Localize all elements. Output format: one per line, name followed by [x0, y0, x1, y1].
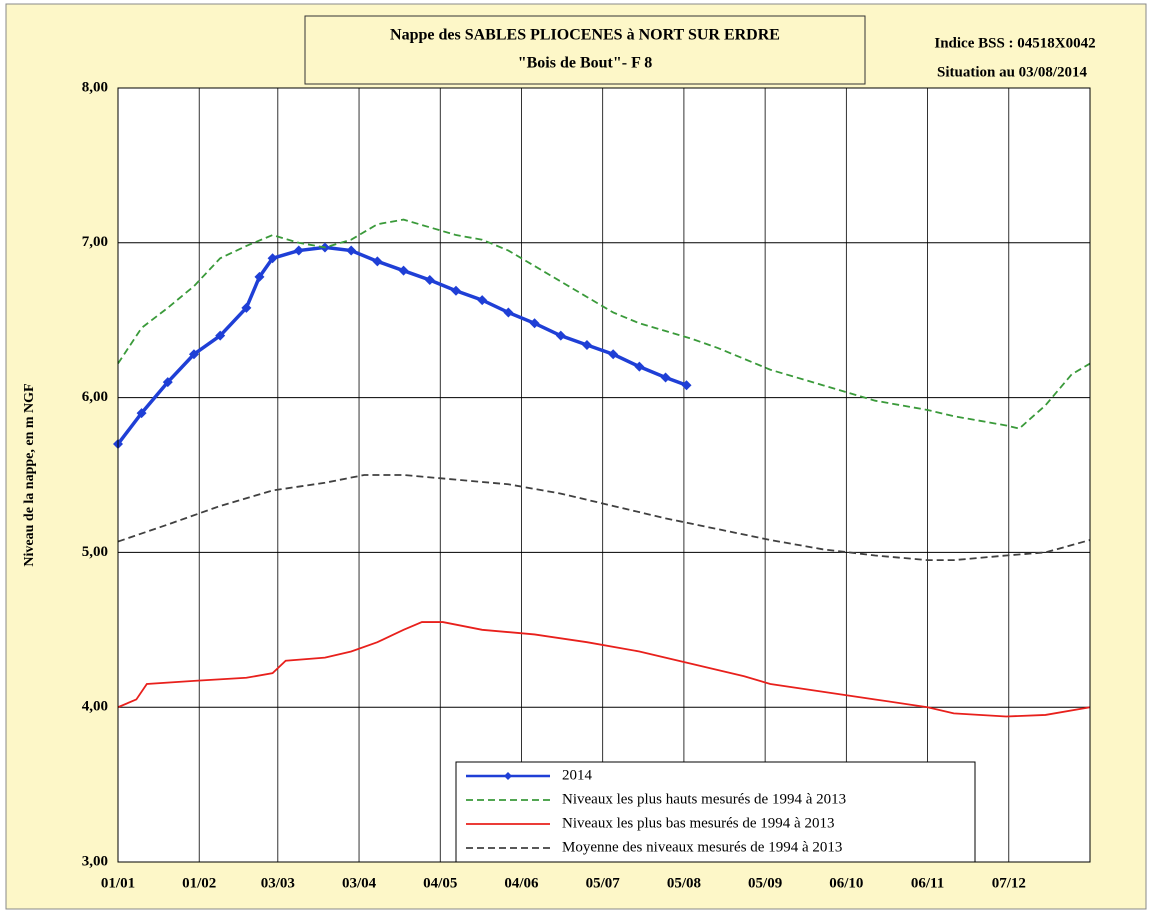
- x-tick-label: 06/11: [911, 875, 944, 891]
- annotation: Indice BSS : 04518X0042: [934, 35, 1095, 51]
- x-tick-label: 04/06: [504, 875, 539, 891]
- y-tick-label: 5,00: [82, 544, 108, 560]
- series-line: [117, 474, 1091, 562]
- y-tick-label: 8,00: [82, 79, 108, 95]
- x-tick-label: 05/08: [667, 875, 701, 891]
- marker: [503, 307, 514, 318]
- marker: [241, 302, 252, 313]
- legend-label: Niveaux les plus bas mesurés de 1994 à 2…: [562, 815, 834, 831]
- marker: [267, 253, 278, 264]
- legend-label: 2014: [562, 767, 593, 783]
- marker: [372, 256, 383, 267]
- x-tick-label: 01/01: [101, 875, 135, 891]
- x-tick-label: 03/04: [342, 875, 377, 891]
- marker: [660, 372, 671, 383]
- marker: [581, 339, 592, 350]
- legend: 2014 Niveaux les plus hauts mesurés de 19…: [455, 761, 976, 863]
- series-line: [117, 218, 1091, 430]
- marker: [608, 349, 619, 360]
- legend-marker: [504, 772, 512, 780]
- x-tick-label: 03/03: [261, 875, 295, 891]
- marker: [477, 295, 488, 306]
- series: [113, 218, 1091, 718]
- legend-label: Niveaux les plus hauts mesurés de 1994 à…: [562, 791, 846, 807]
- marker: [215, 330, 226, 341]
- legend-box: [455, 761, 976, 863]
- y-tick-label: 6,00: [82, 389, 108, 405]
- annotation: Situation au 03/08/2014: [937, 64, 1088, 80]
- y-axis-label: Niveau de la nappe, en m NGF: [22, 383, 37, 566]
- plot-area: [118, 88, 1090, 862]
- marker: [188, 349, 199, 360]
- marker: [681, 380, 692, 391]
- marker: [136, 408, 147, 419]
- marker: [450, 285, 461, 296]
- legend-label: Moyenne des niveaux mesurés de 1994 à 20…: [562, 839, 842, 855]
- series-line: [116, 245, 688, 446]
- x-tick-label: 06/10: [829, 875, 863, 891]
- chart-subtitle: "Bois de Bout"- F 8: [518, 55, 653, 72]
- series-line: [117, 621, 1091, 718]
- x-tick-label: 07/12: [992, 875, 1026, 891]
- x-tick-label: 05/09: [748, 875, 782, 891]
- marker: [424, 274, 435, 285]
- chart-title: Nappe des SABLES PLIOCENES à NORT SUR ER…: [390, 27, 780, 44]
- marker: [529, 318, 540, 329]
- marker: [293, 245, 304, 256]
- marker: [634, 361, 645, 372]
- y-tick-label: 4,00: [82, 699, 108, 715]
- marker: [254, 271, 265, 282]
- marker: [555, 330, 566, 341]
- y-tick-label: 7,00: [82, 234, 108, 250]
- marker: [346, 245, 357, 256]
- x-tick-label: 05/07: [586, 875, 621, 891]
- x-tick-label: 01/02: [182, 875, 216, 891]
- marker: [398, 265, 409, 276]
- title-box: [304, 15, 866, 85]
- marker: [162, 377, 173, 388]
- x-tick-label: 04/05: [423, 875, 457, 891]
- y-tick-label: 3,00: [82, 853, 108, 869]
